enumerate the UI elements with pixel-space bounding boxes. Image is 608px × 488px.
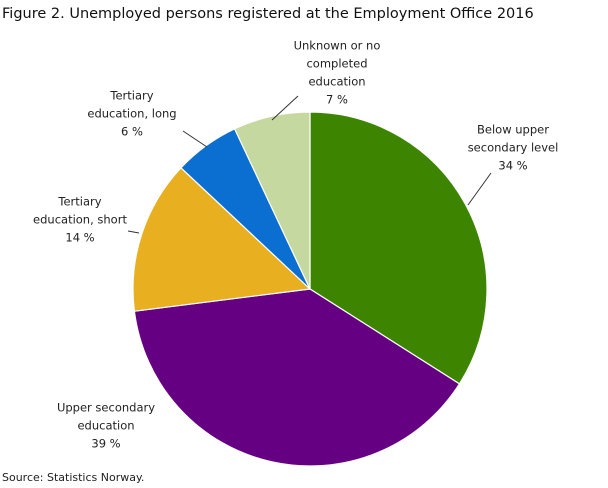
slice-label: secondary level [468,141,559,155]
slice-label: education, long [87,107,176,121]
pie-slice [309,111,488,385]
slice-label: Unknown or no [294,39,381,53]
value-label: 7 % [326,93,348,107]
value-label: 14 % [65,231,94,245]
value-label: 39 % [91,437,120,451]
pie-slice [132,166,312,312]
leader-line [182,130,208,148]
source: Source: Statistics Norway. [2,471,144,484]
slice-label: Upper secondary [57,401,155,415]
pie-slice [233,111,311,290]
slice-label: Tertiary [57,195,101,209]
chart-title: Figure 2. Unemployed persons registered … [2,6,534,22]
slice-label: education [308,75,365,89]
slice-label: completed [306,57,367,71]
leader-line [127,230,140,234]
leader-line [271,95,299,121]
leader-line [467,172,492,206]
slice-label: Tertiary [109,89,153,103]
value-label: 6 % [121,125,143,139]
pie-slice [133,288,461,467]
slice-label: education [77,419,134,433]
value-label: 34 % [498,159,527,173]
slice-label: Below upper [477,123,549,137]
slice-label: education, short [33,213,127,227]
